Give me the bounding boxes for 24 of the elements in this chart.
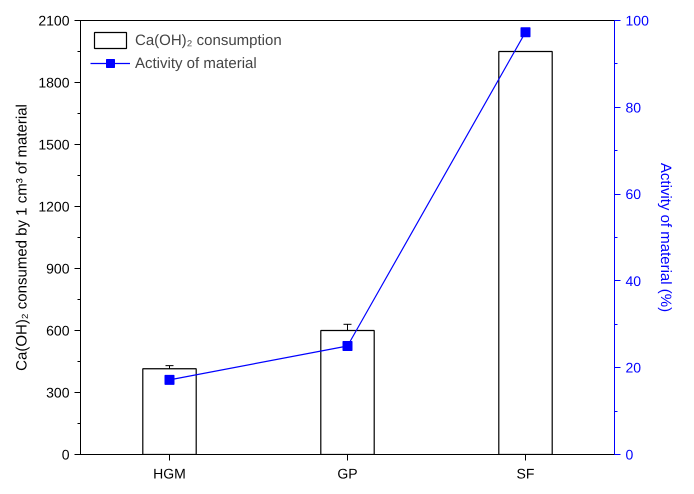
y-tick-label: 1200 bbox=[38, 198, 70, 214]
y-tick-label: 2100 bbox=[38, 12, 70, 28]
y2-tick-label: 0 bbox=[626, 446, 634, 462]
x-tick-label: HGM bbox=[153, 466, 186, 482]
legend-label: Ca(OH)₂ consumption bbox=[135, 32, 282, 48]
y-axis-title: Ca(OH)₂ consumed by 1 cm³ of material bbox=[13, 104, 30, 371]
y2-tick-label: 60 bbox=[626, 186, 642, 202]
y-tick-label: 1500 bbox=[38, 136, 70, 152]
y-tick-label: 0 bbox=[62, 446, 70, 462]
x-tick-label: SF bbox=[516, 466, 534, 482]
x-tick-label: GP bbox=[337, 466, 358, 482]
point bbox=[342, 341, 352, 351]
y-tick-label: 1800 bbox=[38, 74, 70, 90]
y2-tick-label: 80 bbox=[626, 99, 642, 116]
y-tick-label: 600 bbox=[46, 322, 70, 338]
y-tick-label: 300 bbox=[46, 384, 70, 400]
y2-tick-label: 100 bbox=[626, 12, 650, 28]
point bbox=[164, 374, 174, 385]
y2-tick-label: 20 bbox=[626, 360, 642, 376]
legend-label: Activity of material bbox=[135, 54, 257, 72]
y2-tick-label: 40 bbox=[626, 272, 642, 289]
point bbox=[520, 27, 530, 38]
y2-axis-title: Activity of material (%) bbox=[656, 162, 674, 312]
y-tick-label: 900 bbox=[46, 260, 70, 276]
